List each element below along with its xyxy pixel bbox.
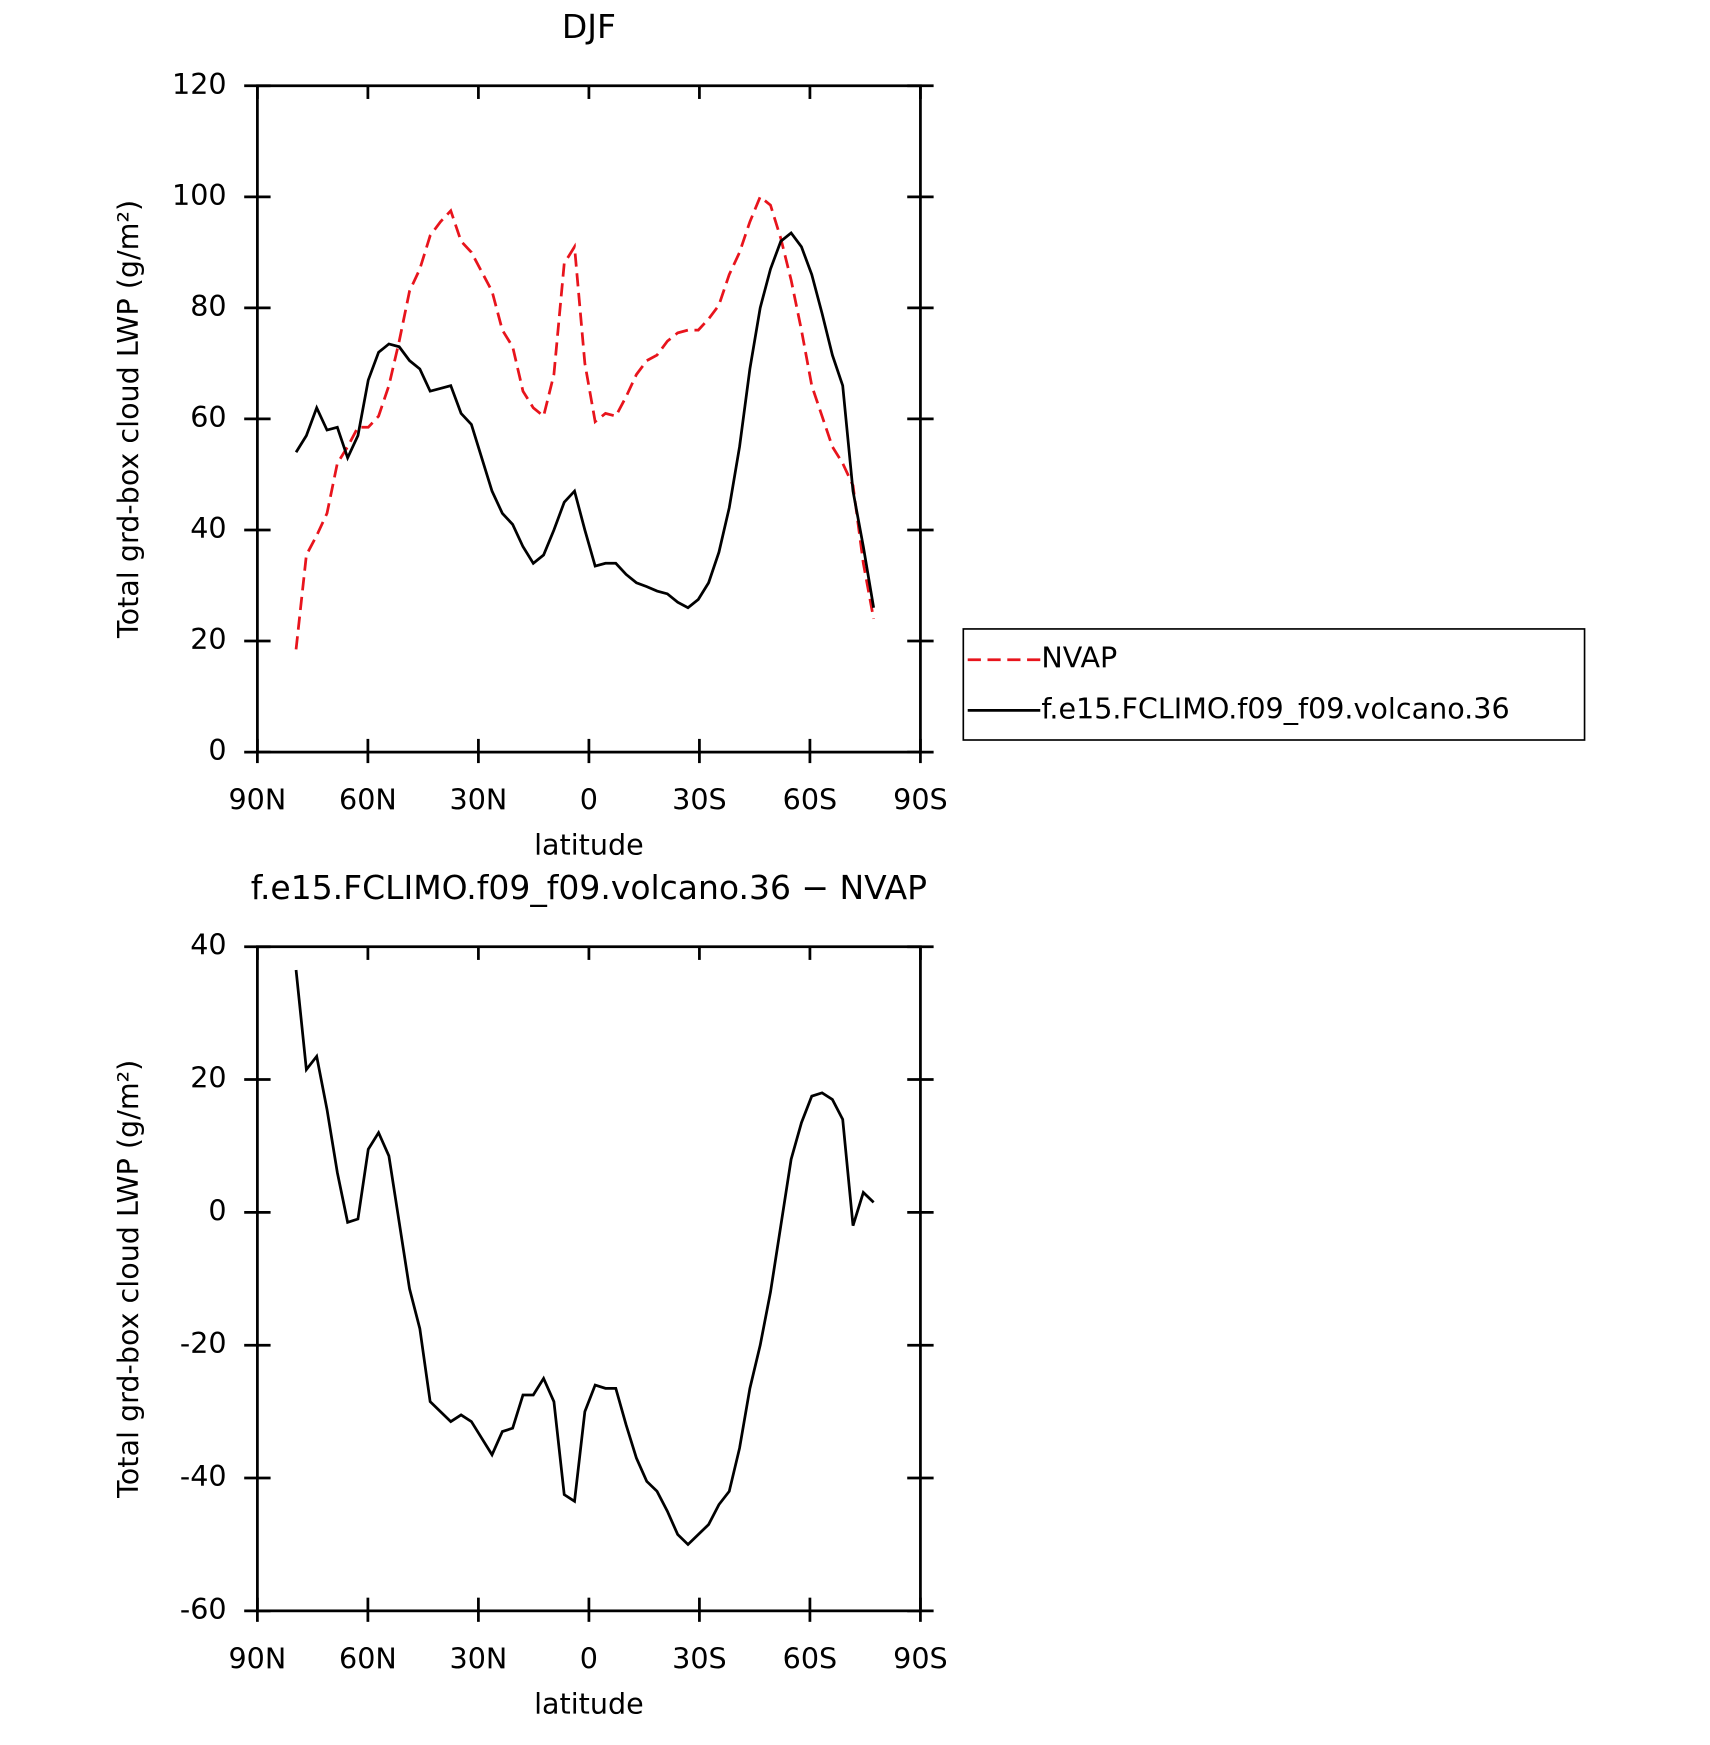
y-tick-label: -20	[180, 1326, 227, 1360]
plot-frame	[256, 84, 922, 754]
x-tick-label: 90N	[229, 1641, 287, 1675]
y-tick-label: 40	[190, 928, 226, 962]
y-tick-label: 40	[190, 511, 226, 545]
y-axis-label: Total grd-box cloud LWP (g/m²)	[111, 200, 145, 639]
chart-title: DJF	[562, 7, 616, 46]
data-line	[294, 969, 875, 1547]
x-tick-label: 60N	[339, 783, 397, 817]
x-tick-label: 60S	[783, 783, 838, 817]
x-tick-label: 30S	[672, 783, 727, 817]
x-tick-label: 0	[580, 1641, 598, 1675]
data-line	[294, 194, 875, 650]
legend-label: f.e15.FCLIMO.f09_f09.volcano.36	[1041, 691, 1509, 725]
x-tick-label: 90N	[229, 783, 287, 817]
y-tick-label: 100	[172, 178, 227, 212]
y-tick-label: 0	[208, 733, 226, 767]
y-tick-label: 80	[190, 289, 226, 323]
plot-frame	[256, 945, 922, 1613]
x-tick-label: 90S	[893, 1641, 948, 1675]
x-tick-label: 60S	[783, 1641, 838, 1675]
chart-title: f.e15.FCLIMO.f09_f09.volcano.36 − NVAP	[251, 868, 927, 907]
legend-box	[962, 628, 1586, 741]
data-line	[294, 230, 875, 610]
legend-label: NVAP	[1041, 641, 1117, 675]
x-axis-label: latitude	[534, 1686, 644, 1720]
y-axis-label: Total grd-box cloud LWP (g/m²)	[111, 1060, 145, 1499]
x-tick-label: 0	[580, 783, 598, 817]
x-axis-label: latitude	[534, 828, 644, 862]
y-tick-label: 20	[190, 622, 226, 656]
y-tick-label: 20	[190, 1061, 226, 1095]
x-tick-label: 30N	[450, 1641, 508, 1675]
y-tick-label: 60	[190, 400, 226, 434]
x-tick-label: 60N	[339, 1641, 397, 1675]
y-tick-label: 120	[172, 67, 227, 101]
y-tick-label: 0	[208, 1193, 226, 1227]
x-tick-label: 30S	[672, 1641, 727, 1675]
y-tick-label: -60	[180, 1592, 227, 1626]
x-tick-label: 30N	[450, 783, 508, 817]
x-tick-label: 90S	[893, 783, 948, 817]
y-tick-label: -40	[180, 1459, 227, 1493]
